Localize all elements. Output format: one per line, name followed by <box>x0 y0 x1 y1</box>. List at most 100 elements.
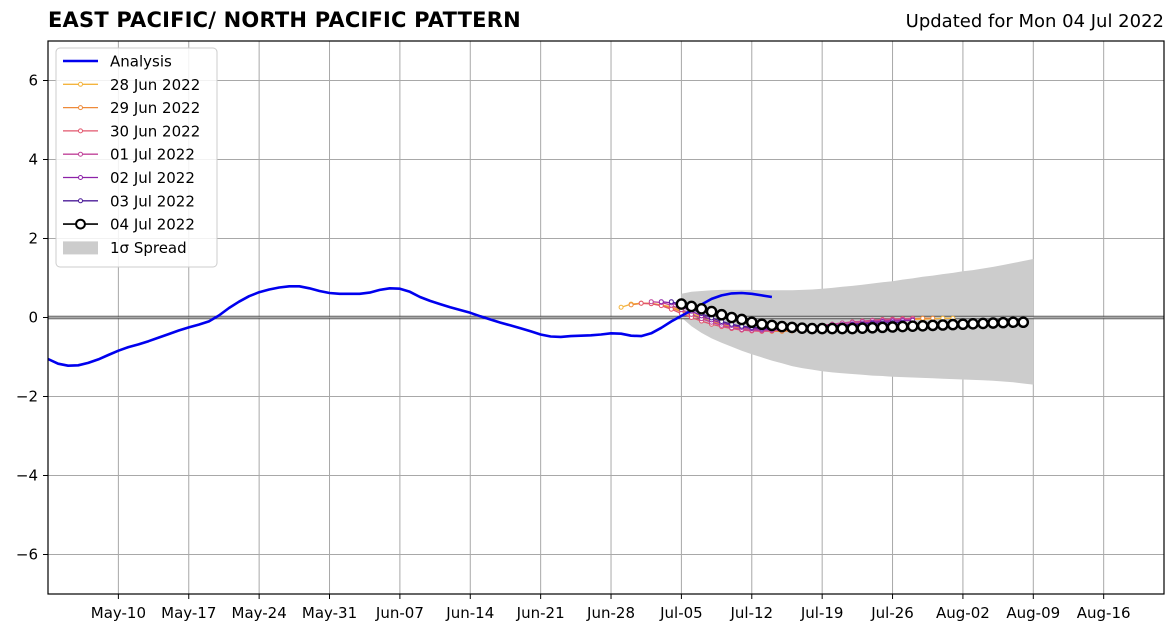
x-tick-label: Jul-19 <box>800 604 844 622</box>
forecast-point <box>618 304 624 310</box>
y-tick-label: −2 <box>16 388 38 406</box>
axes: May-10 May-17 May-24 May-31 Jun-07 Jun-14 Jun-… <box>16 40 1165 622</box>
forecast-point <box>628 302 634 308</box>
latest-forecast-point <box>705 305 718 318</box>
latest-forecast-point <box>856 322 869 334</box>
x-tick-label: Aug-16 <box>1077 604 1131 622</box>
updated-date: Updated for Mon 04 Jul 2022 <box>905 11 1164 32</box>
latest-forecast-point <box>937 319 949 331</box>
latest-forecast-point <box>715 308 728 321</box>
legend-entry: 01 Jul 2022 <box>63 146 195 164</box>
latest-forecast-point <box>816 322 828 335</box>
legend-entry: 30 Jun 2022 <box>63 122 200 140</box>
legend-box <box>55 47 218 268</box>
latest-forecast-point <box>886 321 899 333</box>
y-tick-label: 2 <box>28 230 38 248</box>
x-tick-label: Jun-14 <box>445 604 494 622</box>
legend-label: Analysis <box>110 53 172 71</box>
legend: Analysis 28 Jun 2022 29 Jun 2022 30 Jun 202… <box>55 47 218 268</box>
y-tick-label: −4 <box>16 467 38 485</box>
latest-forecast-point <box>766 319 778 332</box>
latest-forecast-point <box>846 322 859 335</box>
latest-forecast-point <box>756 318 768 331</box>
y-tick-label: 0 <box>28 309 38 327</box>
latest-forecast-point <box>1017 316 1030 329</box>
forecast-point <box>668 306 674 312</box>
legend-entry: 04 Jul 2022 <box>63 216 195 234</box>
forecast-point <box>920 315 926 321</box>
legend-swatch <box>63 241 98 255</box>
forecast-point <box>638 300 644 306</box>
legend-label: 1σ Spread <box>110 239 187 257</box>
legend-entry: 02 Jul 2022 <box>63 169 195 187</box>
latest-forecast-point <box>725 311 738 324</box>
x-tick-label: May-24 <box>232 604 287 622</box>
grid-lines <box>48 41 1164 594</box>
legend-label: 04 Jul 2022 <box>110 216 195 234</box>
chart-title: EAST PACIFIC/ NORTH PACIFIC PATTERN <box>48 8 521 32</box>
latest-forecast-point <box>836 322 849 335</box>
latest-forecast-point <box>675 298 688 310</box>
legend-marker <box>78 128 83 134</box>
x-tick-label: May-10 <box>91 604 146 622</box>
latest-forecast-point <box>987 317 999 329</box>
latest-forecast-point <box>967 318 979 330</box>
legend-entry: Analysis <box>63 53 172 71</box>
latest-forecast-point <box>957 318 969 331</box>
latest-forecast-point <box>876 321 889 334</box>
latest-forecast-point <box>745 316 758 329</box>
legend-label: 30 Jun 2022 <box>110 122 200 140</box>
legend-entry: 03 Jul 2022 <box>63 192 195 210</box>
x-tick-label: Jun-28 <box>586 604 635 622</box>
legend-marker <box>78 198 83 204</box>
latest-forecast-point <box>896 320 909 333</box>
legend-marker <box>75 218 86 230</box>
series-lines <box>47 284 1030 368</box>
legend-label: 02 Jul 2022 <box>110 169 195 187</box>
x-tick-label: Aug-09 <box>1006 604 1060 622</box>
x-tick-label: Jun-21 <box>516 604 565 622</box>
x-tick-label: Jul-05 <box>659 604 703 622</box>
legend-marker <box>78 175 83 180</box>
legend-marker <box>78 105 83 111</box>
zero-line <box>48 315 1164 320</box>
x-tick-label: Aug-02 <box>936 604 990 622</box>
latest-forecast-point <box>826 322 839 335</box>
plot-frame <box>47 40 1165 595</box>
latest-forecast-point <box>796 322 808 334</box>
legend-entry: 29 Jun 2022 <box>63 99 200 117</box>
analysis-line <box>47 284 773 368</box>
x-tick-label: May-31 <box>302 604 357 622</box>
latest-forecast-point <box>906 320 919 332</box>
x-tick-label: Jun-07 <box>375 604 424 622</box>
latest-forecast-point <box>926 319 939 332</box>
latest-forecast-point <box>977 317 989 330</box>
latest-forecast-point <box>735 313 748 326</box>
legend-entry: 28 Jun 2022 <box>63 76 200 94</box>
latest-forecast-point <box>997 316 1009 329</box>
legend-entry: 1σ Spread <box>63 239 187 257</box>
latest-forecast-point <box>786 321 798 334</box>
latest-forecast-point <box>776 320 788 333</box>
legend-label: 03 Jul 2022 <box>110 192 195 210</box>
latest-forecast-series <box>675 298 1030 335</box>
forecast-point <box>668 299 674 305</box>
latest-forecast-point <box>685 300 698 313</box>
legend-label: 01 Jul 2022 <box>110 146 195 164</box>
x-tick-label: May-17 <box>161 604 216 622</box>
legend-marker <box>78 151 83 157</box>
latest-forecast-point <box>866 321 879 334</box>
legend-marker <box>78 81 83 87</box>
latest-forecast-point <box>695 303 708 315</box>
latest-forecast-point <box>947 318 959 331</box>
forecast-point <box>648 299 654 305</box>
legend-label: 28 Jun 2022 <box>110 76 200 94</box>
latest-forecast-point <box>916 319 929 332</box>
x-tick-label: Jul-26 <box>870 604 914 622</box>
y-tick-label: 4 <box>28 151 38 169</box>
latest-forecast-point <box>806 322 818 335</box>
latest-forecast-point <box>1007 316 1019 329</box>
legend-label: 29 Jun 2022 <box>110 99 200 117</box>
forecast-point <box>658 299 664 305</box>
